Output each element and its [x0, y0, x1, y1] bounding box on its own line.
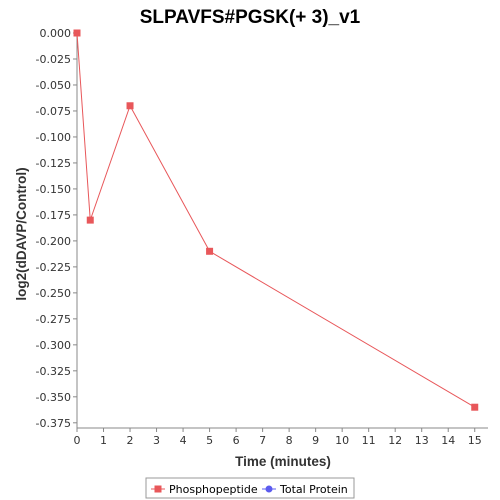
x-tick-label: 12 — [388, 434, 402, 447]
x-tick-label: 7 — [259, 434, 266, 447]
y-tick-label: -0.100 — [36, 131, 71, 144]
y-tick-label: 0.000 — [40, 27, 72, 40]
legend-item-phosphopeptide: Phosphopeptide — [151, 483, 258, 496]
chart-title: SLPAVFS#PGSK(+ 3)_v1 — [140, 7, 361, 28]
x-tick-label: 4 — [180, 434, 187, 447]
x-tick-label: 10 — [335, 434, 349, 447]
y-tick-label: -0.150 — [36, 183, 71, 196]
data-point — [126, 102, 134, 110]
legend-item-total-protein: Total Protein — [262, 483, 348, 496]
y-tick-label: -0.075 — [36, 105, 71, 118]
y-tick-label: -0.175 — [36, 209, 71, 222]
y-tick-label: -0.350 — [36, 391, 71, 404]
y-tick-label: -0.250 — [36, 287, 71, 300]
y-tick-label: -0.050 — [36, 79, 71, 92]
y-tick-label: -0.225 — [36, 261, 71, 274]
x-tick-label: 8 — [286, 434, 293, 447]
data-point — [206, 247, 214, 255]
y-tick-label: -0.275 — [36, 313, 71, 326]
x-tick-label: 2 — [127, 434, 134, 447]
x-tick-label: 9 — [312, 434, 319, 447]
x-axis-label: Time (minutes) — [235, 454, 331, 469]
legend-circle-marker-icon — [265, 485, 273, 493]
y-axis-label: log2(dDAVP/Control) — [14, 167, 29, 300]
y-tick-label: -0.300 — [36, 339, 71, 352]
x-tick-label: 15 — [468, 434, 482, 447]
data-point — [86, 216, 94, 224]
x-tick-label: 0 — [74, 434, 81, 447]
y-tick-label: -0.025 — [36, 53, 71, 66]
x-tick-label: 5 — [206, 434, 213, 447]
x-tick-label: 13 — [415, 434, 429, 447]
y-tick-label: -0.325 — [36, 365, 71, 378]
legend-square-marker-icon — [154, 485, 162, 493]
y-tick-label: -0.375 — [36, 417, 71, 430]
x-tick-label: 3 — [153, 434, 160, 447]
x-tick-label: 6 — [233, 434, 240, 447]
x-tick-label: 1 — [100, 434, 107, 447]
plot-area — [77, 33, 488, 428]
legend-label: Phosphopeptide — [169, 483, 258, 496]
data-point — [471, 403, 479, 411]
data-point — [73, 29, 81, 37]
y-tick-label: -0.125 — [36, 157, 71, 170]
legend-box — [145, 477, 355, 499]
x-tick-label: 11 — [362, 434, 376, 447]
legend-label: Total Protein — [279, 483, 348, 496]
y-tick-label: -0.200 — [36, 235, 71, 248]
x-tick-label: 14 — [441, 434, 455, 447]
